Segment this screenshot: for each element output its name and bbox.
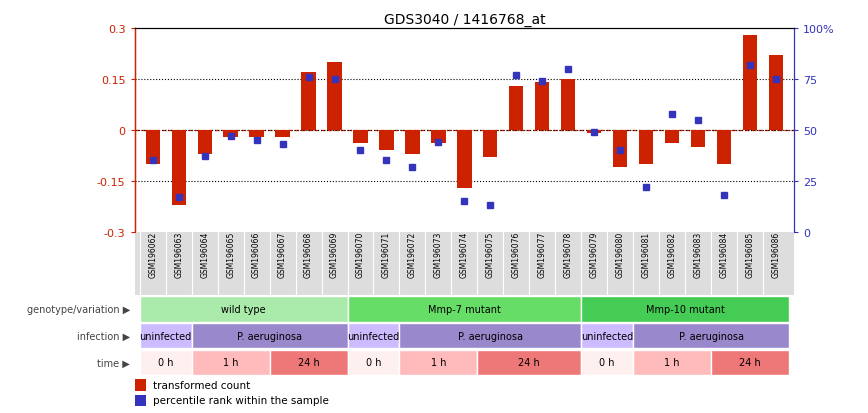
Text: uninfected: uninfected bbox=[347, 331, 399, 341]
Text: 24 h: 24 h bbox=[740, 358, 761, 368]
Text: wild type: wild type bbox=[221, 304, 266, 314]
Bar bbox=[135, 379, 147, 391]
Bar bbox=[192, 350, 270, 375]
Bar bbox=[249, 131, 264, 138]
Bar bbox=[587, 131, 602, 134]
Bar bbox=[633, 323, 789, 349]
Bar bbox=[140, 323, 192, 349]
Bar bbox=[146, 131, 160, 164]
Text: infection ▶: infection ▶ bbox=[77, 331, 130, 341]
Bar bbox=[270, 350, 347, 375]
Text: 0 h: 0 h bbox=[600, 358, 615, 368]
Bar bbox=[536, 83, 549, 131]
Text: 0 h: 0 h bbox=[365, 358, 381, 368]
Bar bbox=[431, 131, 445, 144]
Bar bbox=[510, 86, 523, 131]
Bar bbox=[691, 131, 706, 147]
Text: 1 h: 1 h bbox=[664, 358, 680, 368]
Bar bbox=[379, 131, 393, 151]
Text: Mmp-10 mutant: Mmp-10 mutant bbox=[646, 304, 725, 314]
Bar bbox=[172, 131, 186, 205]
Text: P. aeruginosa: P. aeruginosa bbox=[237, 331, 302, 341]
Text: P. aeruginosa: P. aeruginosa bbox=[679, 331, 744, 341]
Bar bbox=[198, 131, 212, 154]
Text: percentile rank within the sample: percentile rank within the sample bbox=[153, 395, 329, 405]
Bar bbox=[353, 131, 368, 144]
Bar bbox=[275, 131, 290, 138]
Bar bbox=[399, 323, 582, 349]
Bar bbox=[301, 73, 316, 131]
Bar bbox=[665, 131, 680, 144]
Bar bbox=[140, 296, 347, 322]
Text: genotype/variation ▶: genotype/variation ▶ bbox=[27, 304, 130, 314]
Text: 1 h: 1 h bbox=[223, 358, 239, 368]
Bar bbox=[582, 323, 633, 349]
Bar bbox=[582, 296, 789, 322]
Bar bbox=[135, 395, 147, 406]
Text: uninfected: uninfected bbox=[140, 331, 192, 341]
Bar bbox=[613, 131, 628, 168]
Bar bbox=[347, 350, 399, 375]
Bar bbox=[633, 350, 711, 375]
Bar bbox=[769, 56, 783, 131]
Text: 24 h: 24 h bbox=[518, 358, 540, 368]
Bar bbox=[399, 350, 477, 375]
Bar bbox=[405, 131, 419, 154]
Bar bbox=[582, 350, 633, 375]
Title: GDS3040 / 1416768_at: GDS3040 / 1416768_at bbox=[384, 12, 545, 26]
Text: 1 h: 1 h bbox=[431, 358, 446, 368]
Bar bbox=[347, 296, 582, 322]
Bar bbox=[347, 323, 399, 349]
Bar bbox=[483, 131, 497, 158]
Bar bbox=[477, 350, 582, 375]
Bar bbox=[327, 63, 342, 131]
Text: 24 h: 24 h bbox=[298, 358, 319, 368]
Bar bbox=[561, 80, 575, 131]
Bar bbox=[717, 131, 731, 164]
Bar bbox=[140, 350, 192, 375]
Text: transformed count: transformed count bbox=[153, 380, 250, 390]
Bar bbox=[639, 131, 654, 164]
Bar bbox=[457, 131, 471, 188]
Text: P. aeruginosa: P. aeruginosa bbox=[457, 331, 523, 341]
Text: 0 h: 0 h bbox=[158, 358, 174, 368]
Text: time ▶: time ▶ bbox=[97, 358, 130, 368]
Bar bbox=[743, 36, 757, 131]
Text: Mmp-7 mutant: Mmp-7 mutant bbox=[428, 304, 501, 314]
Bar bbox=[192, 323, 347, 349]
Bar bbox=[711, 350, 789, 375]
Bar bbox=[223, 131, 238, 138]
Text: uninfected: uninfected bbox=[581, 331, 634, 341]
